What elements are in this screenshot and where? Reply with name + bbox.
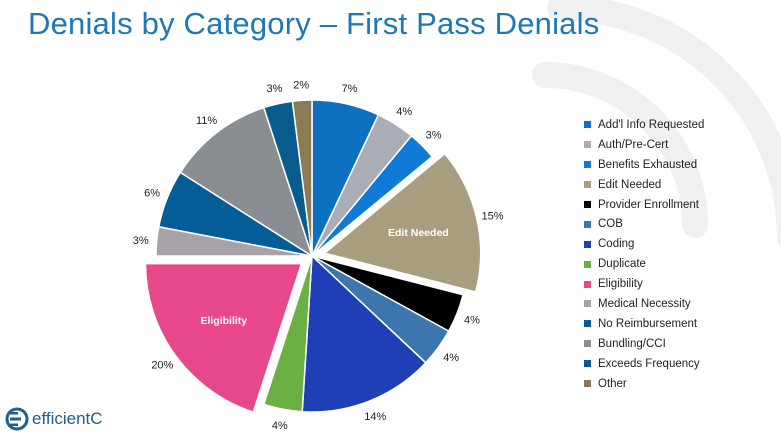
legend-item-exceeds-frequency: Exceeds Frequency	[584, 354, 704, 374]
legend-swatch	[584, 121, 591, 129]
legend-swatch	[584, 300, 591, 308]
legend-swatch	[584, 260, 591, 268]
legend-swatch	[584, 240, 591, 248]
legend-label: Add'l Info Requested	[598, 118, 705, 131]
legend-swatch	[584, 380, 591, 388]
legend-item-medical-necessity: Medical Necessity	[584, 294, 704, 314]
legend-item-auth-pre-cert: Auth/Pre-Cert	[584, 135, 704, 155]
legend-swatch	[584, 320, 591, 328]
legend-swatch	[584, 280, 591, 288]
legend-label: Provider Enrollment	[598, 198, 699, 211]
slice-label-eligibility: Eligibility	[200, 315, 247, 327]
legend-label: COB	[598, 218, 623, 231]
pie-slice-coding	[301, 254, 427, 413]
legend-label: Edit Needed	[598, 178, 662, 191]
logo-icon	[5, 407, 29, 431]
slide-title: Denials by Category – First Pass Denials	[28, 6, 600, 41]
legend-label: Auth/Pre-Cert	[598, 138, 669, 151]
data-label-edit-needed: 15%	[482, 211, 504, 223]
legend-label: Eligibility	[598, 278, 643, 291]
data-label-auth-pre-cert: 4%	[396, 106, 412, 118]
legend-label: Exceeds Frequency	[598, 357, 700, 370]
data-label-medical-necessity: 3%	[133, 235, 149, 247]
pie-slice-bundling-cci	[179, 106, 314, 258]
legend-label: Medical Necessity	[598, 297, 691, 310]
data-label-bundling-cci: 11%	[196, 115, 217, 127]
company-logo: efficientC	[4, 402, 103, 436]
slice-label-edit-needed: Edit Needed	[388, 227, 449, 239]
chart-legend: Add'l Info Requested Auth/Pre-Cert Benefit…	[584, 115, 704, 393]
legend-swatch	[584, 181, 591, 189]
legend-item-coding: Coding	[584, 234, 704, 254]
data-label-exceeds-frequency: 3%	[267, 83, 283, 95]
legend-item-other: Other	[584, 374, 704, 394]
data-label-eligibility: 20%	[151, 360, 173, 372]
legend-swatch	[584, 340, 591, 348]
legend-swatch	[584, 161, 591, 169]
legend-label: Duplicate	[598, 258, 646, 271]
pie-slice-other	[291, 99, 313, 257]
legend-swatch	[584, 360, 591, 368]
data-label-cob: 4%	[443, 352, 459, 364]
legend-item-eligibility: Eligibility	[584, 274, 704, 294]
data-label-no-reimbursement: 6%	[144, 188, 160, 200]
legend-label: Other	[598, 377, 627, 390]
legend-label: Bundling/CCI	[598, 337, 666, 350]
data-label-coding: 14%	[364, 411, 386, 423]
pie-slice-duplicate	[262, 255, 313, 413]
data-label-benefits-exhausted: 3%	[426, 129, 442, 141]
legend-item-edit-needed: Edit Needed	[584, 175, 704, 195]
pie-slice-benefits-exhausted	[311, 134, 434, 257]
legend-swatch	[584, 141, 591, 149]
pie-slice-edit-needed	[323, 152, 482, 293]
data-label-duplicate: 4%	[272, 420, 288, 432]
logo-text: efficientC	[32, 409, 103, 428]
legend-label: Benefits Exhausted	[598, 158, 698, 171]
legend-item-duplicate: Duplicate	[584, 254, 704, 274]
legend-swatch	[584, 201, 591, 208]
legend-item-provider-enrollment: Provider Enrollment	[584, 195, 704, 215]
legend-item-add-l-info-requested: Add'l Info Requested	[584, 115, 704, 135]
legend-item-bundling-cci: Bundling/CCI	[584, 334, 704, 354]
legend-label: Coding	[598, 238, 635, 251]
legend-item-benefits-exhausted: Benefits Exhausted	[584, 155, 704, 175]
data-label-add-l-info-requested: 7%	[342, 83, 358, 95]
legend-item-no-reimbursement: No Reimbursement	[584, 314, 704, 334]
data-label-other: 2%	[293, 79, 309, 91]
legend-swatch	[584, 220, 591, 228]
legend-label: No Reimbursement	[598, 317, 698, 330]
pie-slice-eligibility	[144, 262, 303, 413]
data-label-provider-enrollment: 4%	[464, 314, 480, 326]
legend-item-cob: COB	[584, 214, 704, 234]
